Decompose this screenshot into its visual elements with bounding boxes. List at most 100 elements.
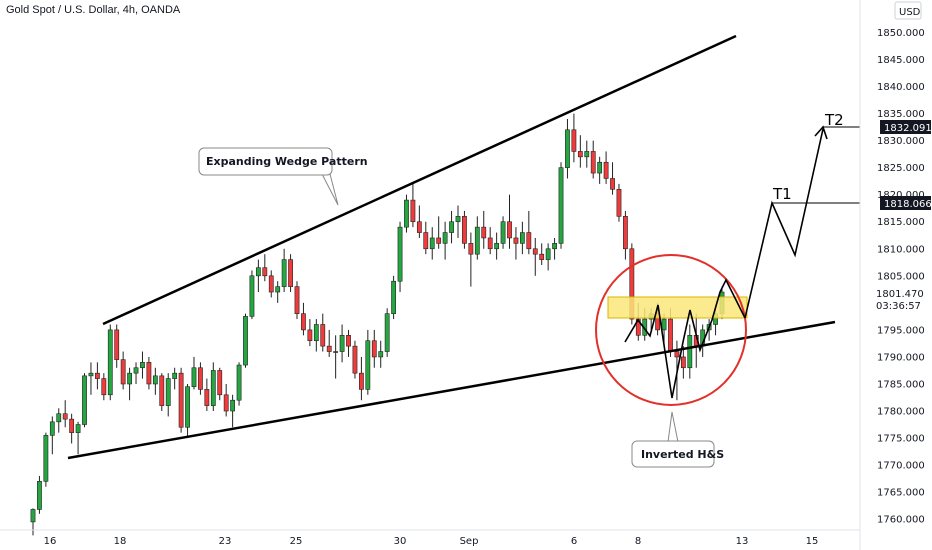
candle-up[interactable] bbox=[243, 316, 248, 366]
candle-up[interactable] bbox=[56, 413, 62, 423]
candle-up[interactable] bbox=[494, 243, 500, 250]
resistance-zone[interactable] bbox=[607, 296, 748, 319]
candle-down[interactable] bbox=[101, 378, 107, 396]
hs-callout-box[interactable] bbox=[631, 440, 715, 468]
candle-up[interactable] bbox=[133, 367, 139, 374]
candle-down[interactable] bbox=[217, 370, 223, 396]
candle-down[interactable] bbox=[507, 221, 512, 239]
candle-up[interactable] bbox=[687, 335, 693, 369]
wedge-lower-line[interactable] bbox=[67, 320, 836, 460]
candle-up[interactable] bbox=[429, 237, 435, 250]
candle-up[interactable] bbox=[313, 324, 319, 342]
candle-up[interactable] bbox=[230, 399, 236, 412]
candle-down[interactable] bbox=[262, 267, 268, 277]
candle-up[interactable] bbox=[545, 248, 551, 260]
candle-down[interactable] bbox=[616, 188, 622, 217]
candle-down[interactable] bbox=[371, 340, 377, 358]
candle-up[interactable] bbox=[255, 267, 261, 277]
candle-down[interactable] bbox=[307, 329, 313, 342]
candle-up[interactable] bbox=[127, 372, 132, 385]
candle-up[interactable] bbox=[236, 364, 242, 401]
candle-down[interactable] bbox=[294, 286, 300, 314]
candle-down[interactable] bbox=[532, 248, 538, 255]
candle-up[interactable] bbox=[43, 435, 49, 482]
candle-up[interactable] bbox=[49, 421, 55, 436]
candle-down[interactable] bbox=[268, 275, 274, 293]
candle-down[interactable] bbox=[204, 389, 210, 406]
candle-down[interactable] bbox=[416, 221, 422, 233]
candle-down[interactable] bbox=[481, 226, 487, 239]
candle-up[interactable] bbox=[82, 375, 87, 425]
candle-down[interactable] bbox=[571, 129, 577, 152]
candle-up[interactable] bbox=[565, 129, 570, 168]
candle-down[interactable] bbox=[223, 394, 229, 412]
candle-down[interactable] bbox=[577, 151, 583, 158]
candle-up[interactable] bbox=[210, 370, 216, 406]
wedge-upper-line[interactable] bbox=[102, 34, 737, 326]
candle-up[interactable] bbox=[391, 280, 396, 314]
candle-down[interactable] bbox=[346, 335, 351, 347]
candle-down[interactable] bbox=[629, 248, 635, 320]
candle-up[interactable] bbox=[275, 286, 281, 293]
candle-down[interactable] bbox=[462, 216, 467, 244]
candle-down[interactable] bbox=[159, 375, 165, 406]
candle-down[interactable] bbox=[526, 232, 532, 250]
price-axis[interactable]: 1760.000 1765.000 1770.000 1775.000 1780.000… bbox=[859, 0, 932, 550]
candle-up[interactable] bbox=[75, 424, 81, 433]
candle-down[interactable] bbox=[352, 345, 358, 374]
candle-up[interactable] bbox=[519, 232, 525, 244]
candle-up[interactable] bbox=[552, 243, 557, 250]
candle-up[interactable] bbox=[152, 375, 158, 385]
candle-up[interactable] bbox=[365, 340, 371, 390]
candle-up[interactable] bbox=[449, 221, 454, 233]
candle-down[interactable] bbox=[69, 418, 75, 433]
pattern-highlight-circle[interactable] bbox=[595, 254, 747, 406]
candle-up[interactable] bbox=[281, 259, 287, 287]
inverted-hs-path[interactable] bbox=[624, 278, 746, 399]
candle-down[interactable] bbox=[288, 259, 293, 287]
candle-up[interactable] bbox=[378, 351, 384, 358]
candle-down[interactable] bbox=[94, 372, 100, 379]
candle-down[interactable] bbox=[120, 359, 126, 385]
candle-down[interactable] bbox=[513, 237, 519, 244]
candle-up[interactable] bbox=[500, 221, 506, 244]
candle-down[interactable] bbox=[198, 367, 203, 390]
candle-down[interactable] bbox=[668, 318, 673, 352]
candle-down[interactable] bbox=[301, 313, 306, 331]
candle-up[interactable] bbox=[397, 226, 403, 282]
candle-down[interactable] bbox=[114, 329, 120, 360]
candle-down[interactable] bbox=[610, 178, 615, 190]
candle-up[interactable] bbox=[185, 386, 190, 428]
candle-down[interactable] bbox=[674, 351, 680, 358]
candle-up[interactable] bbox=[37, 481, 42, 510]
candle-down[interactable] bbox=[436, 237, 442, 244]
candle-up[interactable] bbox=[249, 275, 255, 317]
candle-up[interactable] bbox=[474, 226, 480, 255]
candle-up[interactable] bbox=[597, 161, 603, 174]
candle-down[interactable] bbox=[320, 324, 326, 347]
candle-down[interactable] bbox=[146, 362, 152, 385]
candle-up[interactable] bbox=[88, 372, 94, 377]
projection-path[interactable] bbox=[744, 128, 824, 319]
candle-down[interactable] bbox=[680, 356, 686, 369]
time-axis[interactable]: 16 18 23 25 30 Sep 6 8 13 15 bbox=[0, 529, 860, 547]
candle-down[interactable] bbox=[468, 243, 474, 255]
candle-up[interactable] bbox=[191, 367, 197, 387]
candle-down[interactable] bbox=[410, 199, 416, 223]
candle-up[interactable] bbox=[333, 351, 339, 353]
candle-up[interactable] bbox=[404, 199, 409, 228]
candle-down[interactable] bbox=[539, 253, 545, 260]
candle-up[interactable] bbox=[140, 362, 145, 369]
candle-up[interactable] bbox=[384, 313, 390, 352]
candle-up[interactable] bbox=[558, 167, 564, 244]
candle-up[interactable] bbox=[339, 335, 345, 352]
candle-down[interactable] bbox=[326, 345, 332, 352]
candle-up[interactable] bbox=[172, 372, 178, 379]
candle-up[interactable] bbox=[107, 329, 113, 396]
candle-down[interactable] bbox=[487, 237, 493, 250]
candle-up[interactable] bbox=[584, 151, 590, 158]
wedge-callout-box[interactable] bbox=[198, 147, 333, 176]
candle-down[interactable] bbox=[359, 372, 364, 390]
candle-up[interactable] bbox=[661, 318, 667, 331]
